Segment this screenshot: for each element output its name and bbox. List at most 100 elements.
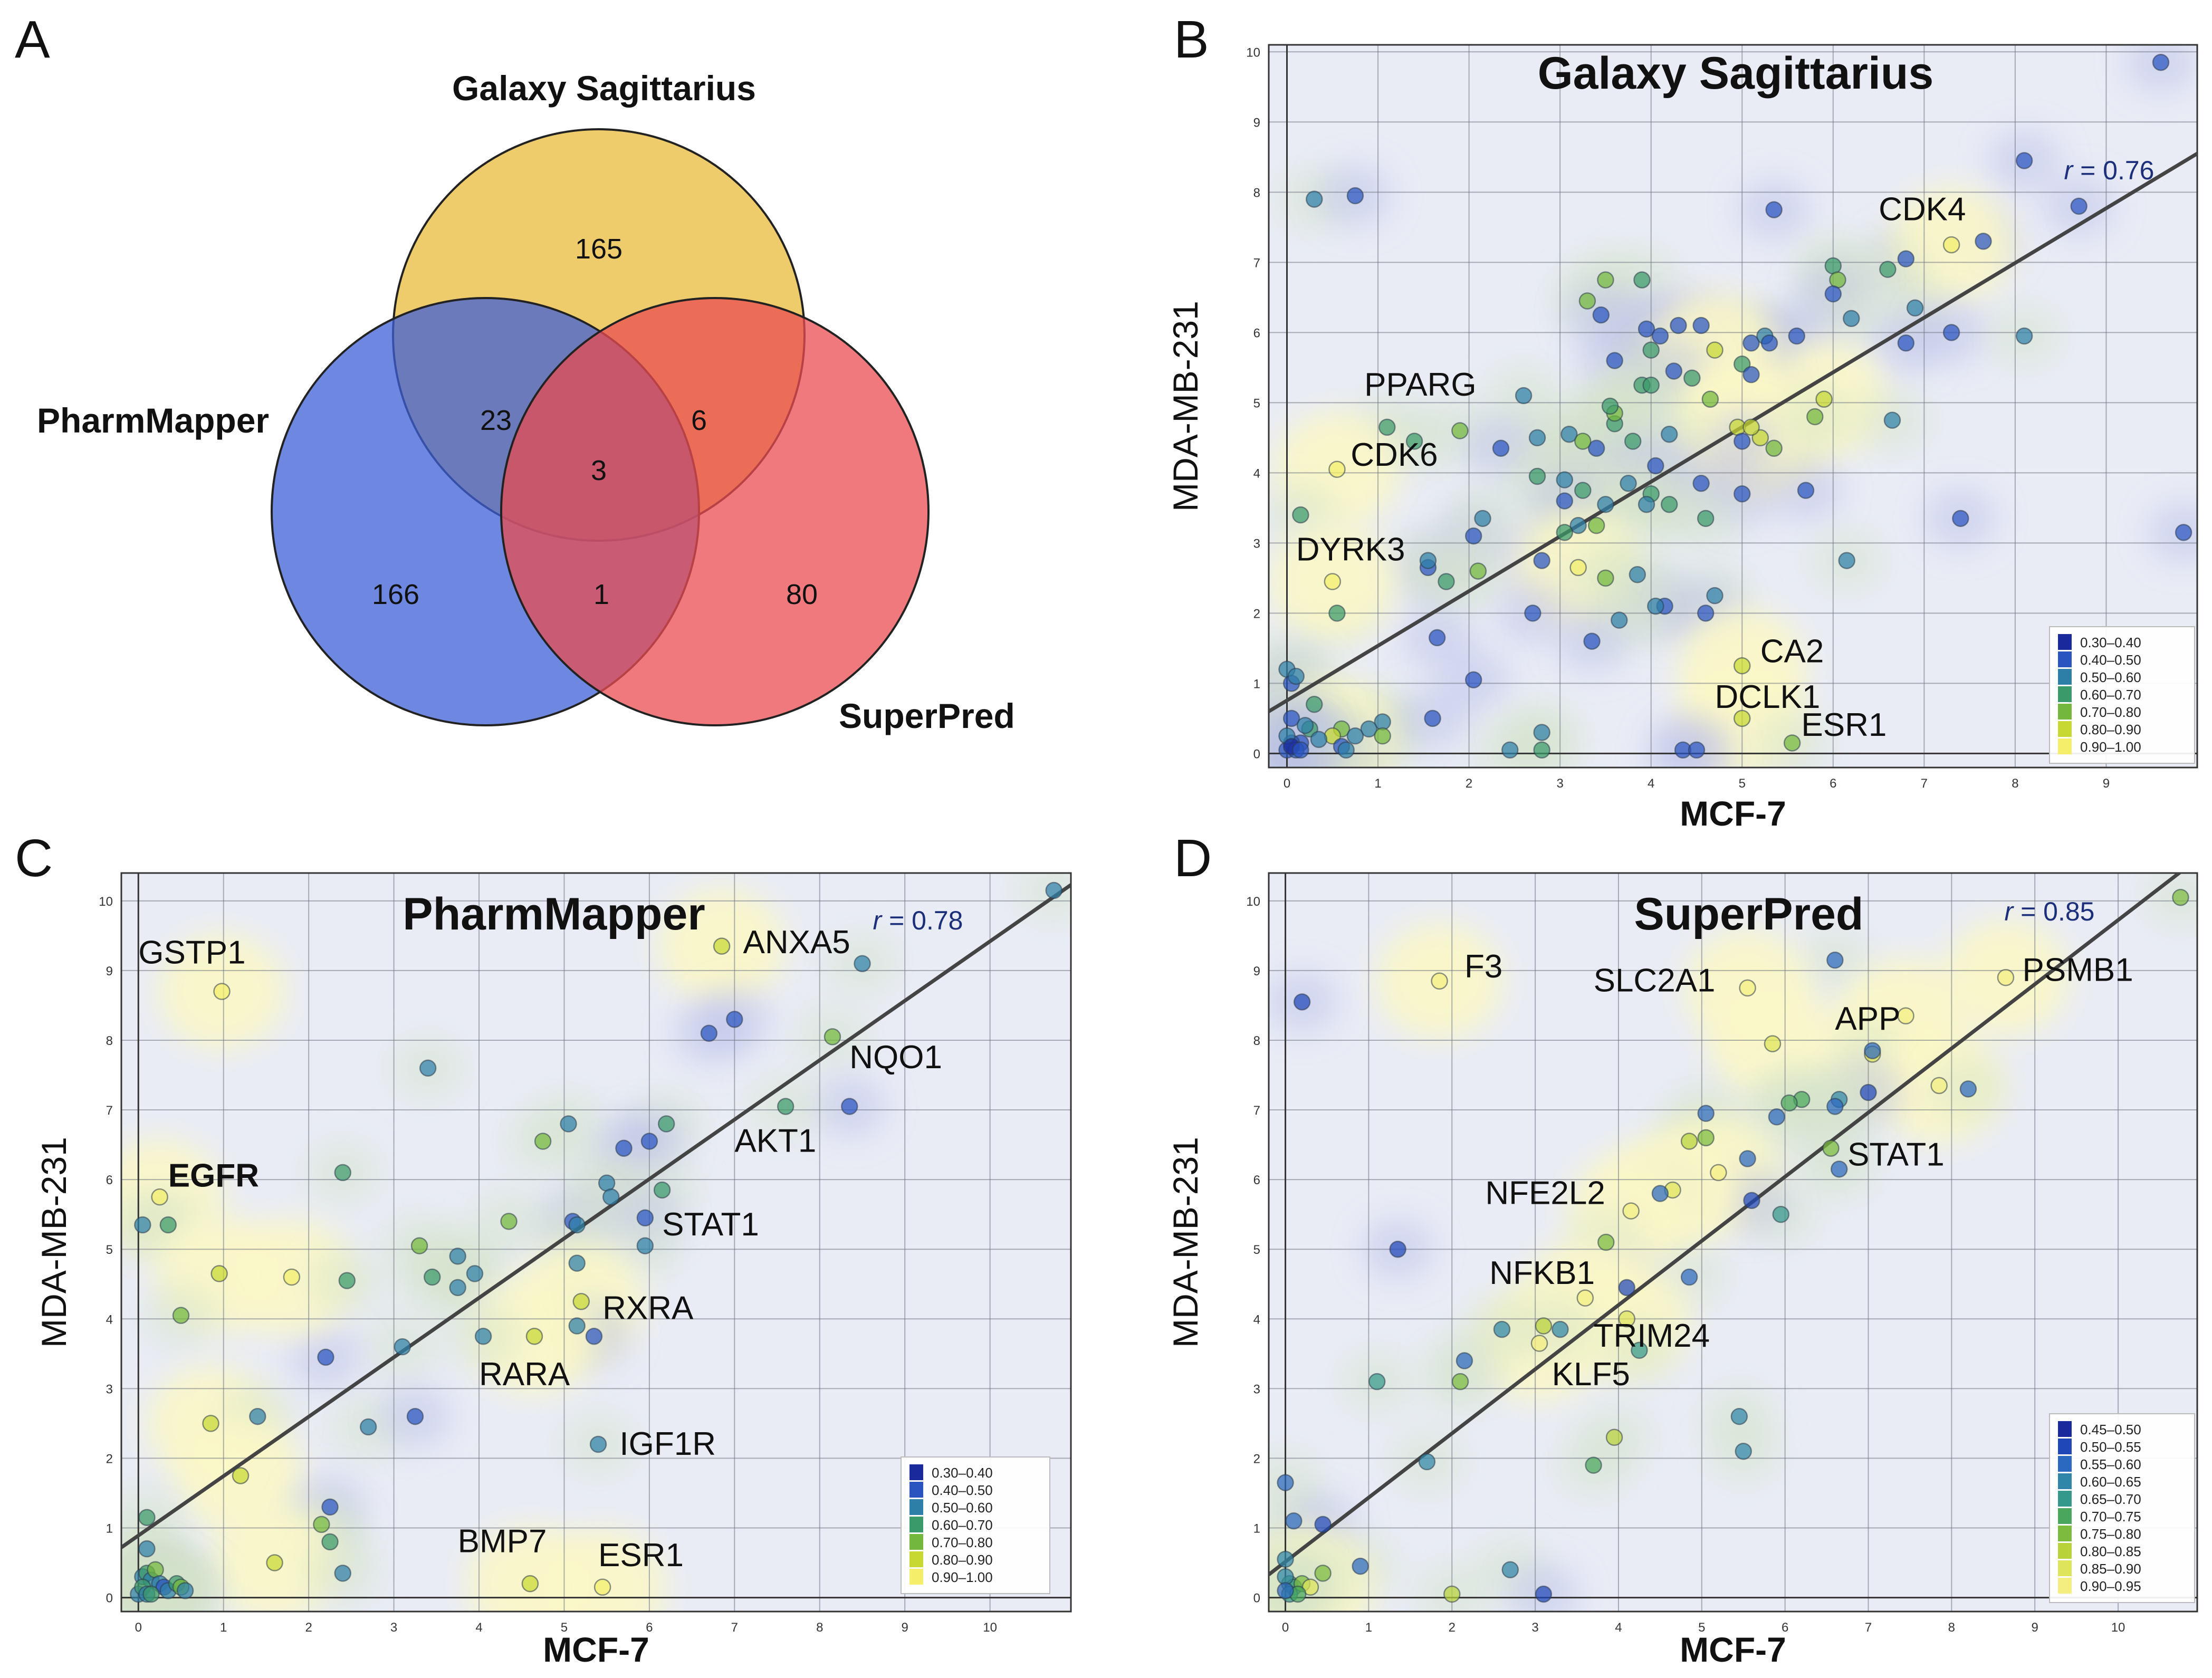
data-point	[1306, 190, 1323, 208]
x-tick-label: 3	[390, 1621, 397, 1635]
data-point	[1578, 292, 1596, 310]
x-tick-label: 5	[561, 1621, 568, 1635]
data-point	[1697, 605, 1715, 622]
data-point	[1734, 657, 1751, 675]
y-tick-label: 6	[1253, 326, 1260, 340]
data-point	[1277, 1474, 1294, 1491]
x-tick-label: 10	[983, 1621, 997, 1635]
data-points	[1277, 888, 2189, 1603]
legend-label: 0.65–0.70	[2080, 1491, 2141, 1507]
x-tick-label: 1	[1374, 776, 1381, 791]
color-legend: 0.45–0.50 0.50–0.550.55–0.60 0.60–0.650.65…	[2049, 1413, 2195, 1603]
data-point	[602, 1188, 620, 1206]
data-point	[568, 1216, 586, 1234]
data-point	[423, 1268, 441, 1286]
data-point	[1389, 1240, 1406, 1258]
data-point	[1451, 422, 1469, 439]
x-tick-label: 9	[2103, 776, 2110, 791]
data-point	[1772, 1205, 1790, 1223]
gene-label: NFE2L2	[1485, 1175, 1605, 1211]
data-point	[1533, 741, 1550, 759]
data-point	[142, 1585, 160, 1603]
venn-count-super-only: 80	[786, 579, 818, 610]
data-point	[410, 1237, 428, 1254]
data-point	[1620, 475, 1637, 492]
data-point	[138, 1540, 156, 1558]
panel-letter-c: C	[15, 829, 53, 888]
x-tick-label: 1	[220, 1621, 227, 1635]
legend-label: 0.80–0.90	[932, 1552, 993, 1568]
gene-label: RXRA	[602, 1290, 694, 1326]
x-tick-label: 0	[1284, 776, 1290, 791]
color-legend: 0.30–0.400.40–0.500.50–0.600.60–0.700.70…	[2049, 626, 2195, 764]
data-point	[1045, 881, 1062, 899]
y-tick-label: 3	[1253, 536, 1260, 551]
gene-label: STAT1	[662, 1206, 759, 1243]
correlation-symbol: r	[873, 906, 883, 935]
data-point	[1624, 433, 1642, 450]
data-point	[521, 1575, 539, 1593]
venn-label-superpred: SuperPred	[839, 696, 1015, 735]
data-point	[653, 1181, 671, 1199]
chart-title: Galaxy Sagittarius	[1538, 48, 1933, 99]
data-point	[1952, 510, 1969, 528]
data-point	[1734, 433, 1751, 450]
gene-label: ANXA5	[743, 924, 850, 961]
data-point	[321, 1498, 339, 1516]
data-point	[1701, 390, 1719, 408]
x-tick-label: 6	[1830, 776, 1836, 791]
data-point	[1293, 993, 1311, 1011]
gene-label: GSTP1	[138, 935, 245, 971]
data-point	[1328, 461, 1346, 478]
data-point	[1806, 408, 1824, 426]
data-point	[1597, 1233, 1615, 1251]
legend-label: 0.70–0.75	[2080, 1509, 2141, 1524]
data-point	[1618, 1310, 1635, 1328]
data-point	[1418, 1453, 1436, 1471]
data-point	[1569, 516, 1587, 534]
x-tick-label: 3	[1556, 776, 1563, 791]
y-tick-label: 10	[1246, 895, 1260, 909]
data-point	[1605, 1428, 1623, 1446]
x-tick-label: 2	[305, 1621, 312, 1635]
y-tick-label: 9	[1253, 964, 1260, 979]
data-point	[210, 1265, 228, 1282]
legend-swatch	[2058, 1543, 2072, 1559]
x-tick-label: 2	[1466, 776, 1472, 791]
data-point	[334, 1164, 351, 1182]
data-point	[1314, 1516, 1332, 1533]
data-points	[1278, 54, 2192, 759]
data-point	[1346, 727, 1364, 745]
color-legend: 0.30–0.400.40–0.500.50–0.600.60–0.700.70…	[901, 1456, 1050, 1594]
data-point	[1692, 317, 1710, 334]
data-point	[1346, 187, 1364, 205]
legend-swatch	[909, 1482, 923, 1498]
gene-label: DCLK1	[1715, 679, 1820, 715]
data-point	[134, 1216, 151, 1234]
data-point	[1824, 285, 1842, 303]
legend-label: 0.55–0.60	[2080, 1456, 2141, 1472]
data-point	[1739, 1150, 1756, 1167]
legend-swatch	[2058, 1508, 2072, 1524]
data-point	[1768, 1108, 1786, 1126]
y-tick-label: 1	[1253, 1522, 1260, 1536]
x-tick-label: 7	[1865, 1621, 1872, 1635]
legend-swatch	[2058, 1421, 2072, 1437]
data-point	[1601, 397, 1619, 415]
y-tick-label: 1	[1253, 677, 1260, 691]
data-point	[1405, 433, 1423, 450]
legend-swatch	[909, 1499, 923, 1515]
y-tick-label: 0	[1253, 1591, 1260, 1606]
data-point	[1906, 299, 1924, 317]
data-point	[1633, 271, 1651, 289]
data-point	[1742, 418, 1760, 436]
data-point	[615, 1139, 633, 1157]
data-point	[1277, 1550, 1294, 1568]
data-point	[2175, 524, 2192, 541]
data-point	[1492, 439, 1510, 457]
x-tick-label: 6	[646, 1621, 653, 1635]
data-point	[266, 1554, 283, 1571]
plot-frame	[1268, 872, 2198, 1613]
data-point	[1735, 1442, 1752, 1460]
